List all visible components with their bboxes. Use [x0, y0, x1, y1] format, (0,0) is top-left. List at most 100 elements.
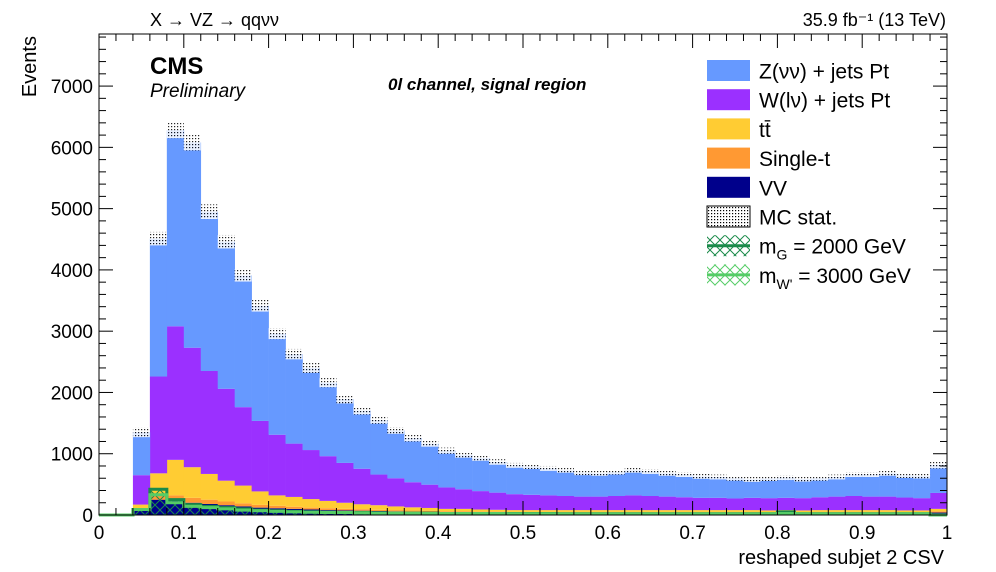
mc-stat-band-7 [217, 234, 235, 249]
x-tick-label-0: 0 [94, 523, 105, 544]
mc-stat-band-32 [641, 469, 659, 474]
bar-3-9 [251, 420, 269, 492]
bar-1-17 [387, 510, 405, 512]
bar-2-10 [268, 495, 286, 506]
x-tick-label-4: 0.4 [425, 523, 452, 544]
bar-3-30 [607, 496, 626, 511]
bar-2-46 [879, 510, 897, 512]
bar-3-10 [268, 434, 286, 496]
bar-1-7 [217, 501, 235, 506]
bar-3-25 [523, 494, 541, 511]
bar-4-34 [675, 474, 693, 498]
mc-stat-band-9 [251, 299, 269, 312]
x-tick-label-6: 0.6 [595, 523, 621, 544]
bar-3-4 [166, 326, 185, 460]
mc-stat-band-16 [370, 416, 388, 424]
mc-stat-band-24 [506, 462, 523, 468]
bar-2-35 [692, 510, 710, 512]
mc-stat-band-27 [556, 467, 574, 473]
bar-4-35 [692, 476, 710, 498]
mc-stat-band-6 [200, 204, 218, 220]
bar-4-45 [862, 474, 880, 497]
bar-4-6 [200, 211, 219, 372]
x-tick-label-10: 1 [942, 523, 953, 544]
bar-3-15 [353, 468, 371, 505]
x-tick-label-8: 0.8 [764, 523, 790, 544]
bar-3-27 [556, 496, 575, 511]
bar-3-13 [319, 456, 337, 501]
y-tick-label-3: 3000 [51, 322, 93, 343]
bar-3-35 [692, 497, 710, 511]
bar-4-14 [336, 399, 354, 463]
bar-1-10 [268, 505, 286, 509]
bar-4-30 [607, 472, 626, 497]
bar-2-42 [811, 510, 829, 512]
bar-3-28 [573, 496, 592, 511]
bar-1-16 [370, 509, 388, 512]
legend-swatch-4 [707, 176, 750, 198]
mc-stat-band-42 [811, 475, 829, 481]
bar-3-20 [438, 487, 456, 509]
bar-4-21 [455, 454, 473, 490]
bar-4-39 [760, 478, 778, 499]
header-right: 35.9 fb⁻¹ (13 TeV) [803, 10, 946, 30]
bar-2-30 [607, 510, 626, 512]
bar-2-32 [641, 510, 659, 512]
mc-stat-band-2 [132, 427, 150, 438]
bar-4-24 [506, 465, 524, 495]
bar-2-2 [132, 504, 151, 509]
bar-2-12 [302, 499, 320, 508]
y-tick-label-4: 4000 [51, 261, 93, 282]
bar-3-6 [200, 371, 219, 474]
y-axis-title: Events [19, 36, 41, 97]
mc-stat-band-28 [573, 470, 591, 476]
mc-stat-band-40 [777, 475, 795, 481]
bar-1-21 [455, 511, 473, 513]
mc-stat-band-12 [302, 363, 320, 373]
bar-2-26 [539, 510, 558, 512]
bar-4-31 [624, 470, 643, 496]
mc-stat-band-22 [472, 455, 490, 461]
bar-3-40 [777, 497, 795, 511]
x-axis-title: reshaped subjet 2 CSV [738, 547, 944, 569]
mc-stat-layer [132, 122, 947, 482]
bar-2-39 [760, 510, 778, 513]
bar-3-43 [828, 496, 846, 511]
mc-stat-band-49 [930, 461, 947, 469]
bar-2-43 [828, 510, 846, 512]
bar-4-5 [183, 142, 202, 348]
bar-2-5 [183, 467, 202, 498]
bar-1-12 [302, 507, 320, 510]
legend-label-7: mW' = 3000 GeV [759, 265, 911, 292]
bar-2-18 [404, 507, 422, 511]
bar-3-14 [336, 462, 354, 503]
mc-stat-band-25 [523, 464, 540, 470]
bar-4-19 [421, 443, 439, 485]
bar-4-9 [251, 305, 269, 421]
y-tick-label-2: 2000 [51, 383, 93, 404]
mc-stat-band-19 [421, 440, 439, 447]
bar-4-13 [319, 382, 337, 457]
mc-stat-band-17 [387, 427, 405, 434]
bar-2-33 [658, 510, 676, 512]
bar-1-20 [438, 511, 456, 513]
bar-2-48 [913, 510, 931, 513]
mc-stat-band-48 [913, 473, 931, 479]
x-tick-label-1: 0.1 [171, 523, 197, 544]
bar-4-22 [472, 458, 490, 492]
bar-2-9 [251, 491, 269, 505]
bar-2-22 [472, 509, 490, 512]
mc-stat-band-11 [285, 348, 303, 360]
bar-2-17 [387, 506, 405, 511]
bar-3-21 [455, 489, 473, 509]
signal-line-1 [99, 493, 947, 517]
bar-3-26 [539, 495, 558, 511]
y-tick-label-6: 6000 [51, 138, 93, 159]
mc-stat-band-23 [489, 459, 507, 465]
bar-1-4 [166, 495, 185, 501]
mc-stat-band-18 [404, 434, 422, 442]
stack-layer [132, 130, 948, 515]
bar-3-22 [472, 491, 490, 510]
bar-4-16 [370, 420, 388, 475]
bar-2-31 [624, 510, 643, 512]
